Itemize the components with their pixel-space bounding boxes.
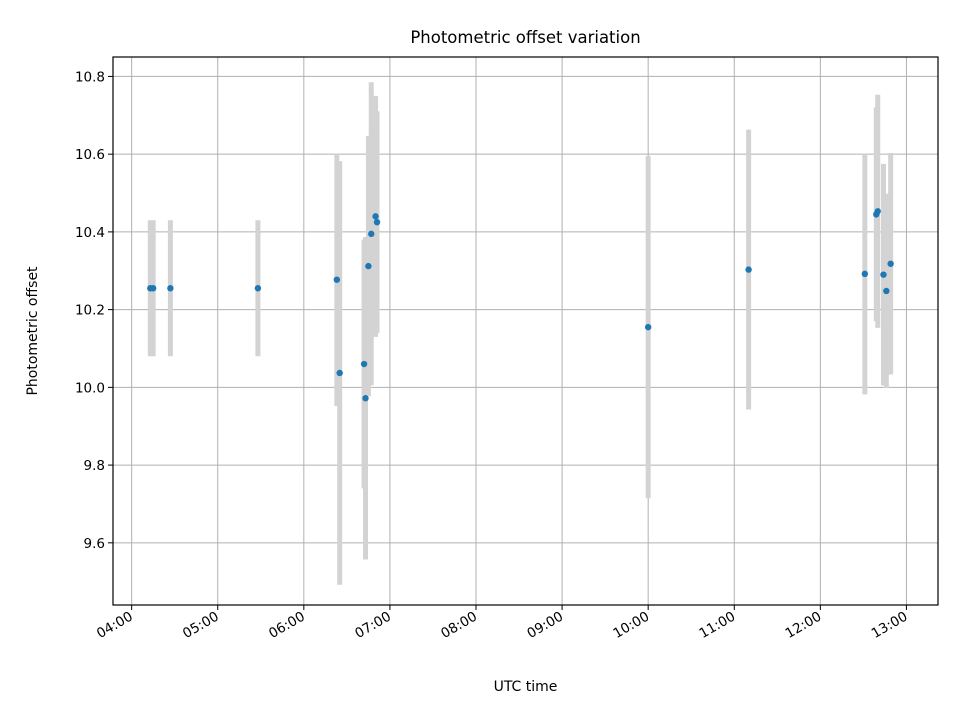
data-point bbox=[874, 208, 881, 215]
y-tick-label: 9.8 bbox=[84, 458, 105, 474]
x-axis-label: UTC time bbox=[494, 679, 558, 695]
data-point bbox=[365, 262, 372, 270]
data-point bbox=[362, 395, 369, 402]
data-point bbox=[372, 213, 379, 220]
y-tick-label: 9.6 bbox=[84, 536, 105, 552]
data-points bbox=[147, 208, 894, 402]
data-point bbox=[333, 276, 341, 283]
plot-frame bbox=[112, 56, 939, 606]
y-tick-label: 10.4 bbox=[75, 225, 105, 241]
data-point bbox=[373, 218, 381, 226]
y-axis-label: Photometric offset bbox=[25, 266, 41, 396]
data-point bbox=[880, 271, 887, 278]
data-point bbox=[167, 285, 174, 292]
chart-title: Photometric offset variation bbox=[410, 28, 640, 47]
grid bbox=[113, 57, 938, 605]
data-point bbox=[360, 360, 368, 368]
data-point bbox=[883, 287, 890, 295]
y-tick-label: 10.8 bbox=[75, 69, 105, 85]
data-point bbox=[745, 266, 752, 273]
y-tick-label: 10.0 bbox=[75, 380, 105, 396]
data-point bbox=[887, 260, 894, 267]
data-point bbox=[644, 323, 652, 331]
y-tick-label: 10.2 bbox=[75, 303, 105, 319]
y-axis-ticks: 9.6 9.8 10.0 10.2 10.4 10.6 10.8 bbox=[75, 69, 113, 552]
data-point bbox=[861, 270, 869, 278]
data-point bbox=[336, 369, 343, 377]
y-tick-label: 10.6 bbox=[75, 147, 105, 163]
data-point bbox=[254, 285, 262, 292]
data-point bbox=[149, 285, 157, 292]
data-point bbox=[368, 230, 375, 238]
